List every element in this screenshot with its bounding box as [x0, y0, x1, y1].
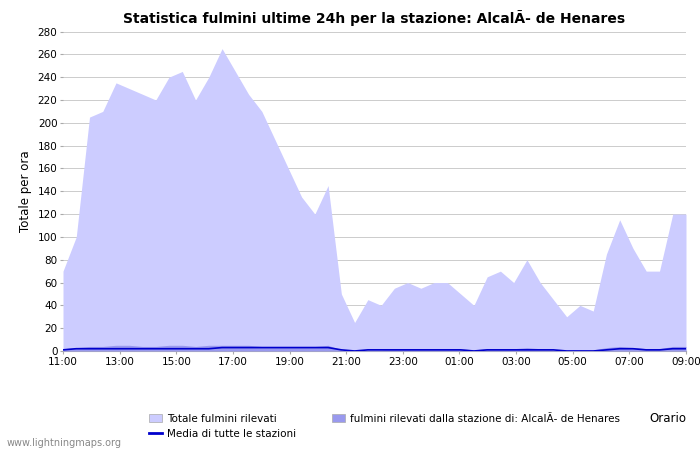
Y-axis label: Totale per ora: Totale per ora — [19, 150, 32, 232]
Text: Orario: Orario — [649, 412, 686, 425]
Legend: Totale fulmini rilevati, Media di tutte le stazioni, fulmini rilevati dalla staz: Totale fulmini rilevati, Media di tutte … — [149, 414, 620, 439]
Title: Statistica fulmini ultime 24h per la stazione: AlcalÃ­ de Henares: Statistica fulmini ultime 24h per la sta… — [123, 10, 626, 26]
Text: www.lightningmaps.org: www.lightningmaps.org — [7, 438, 122, 448]
